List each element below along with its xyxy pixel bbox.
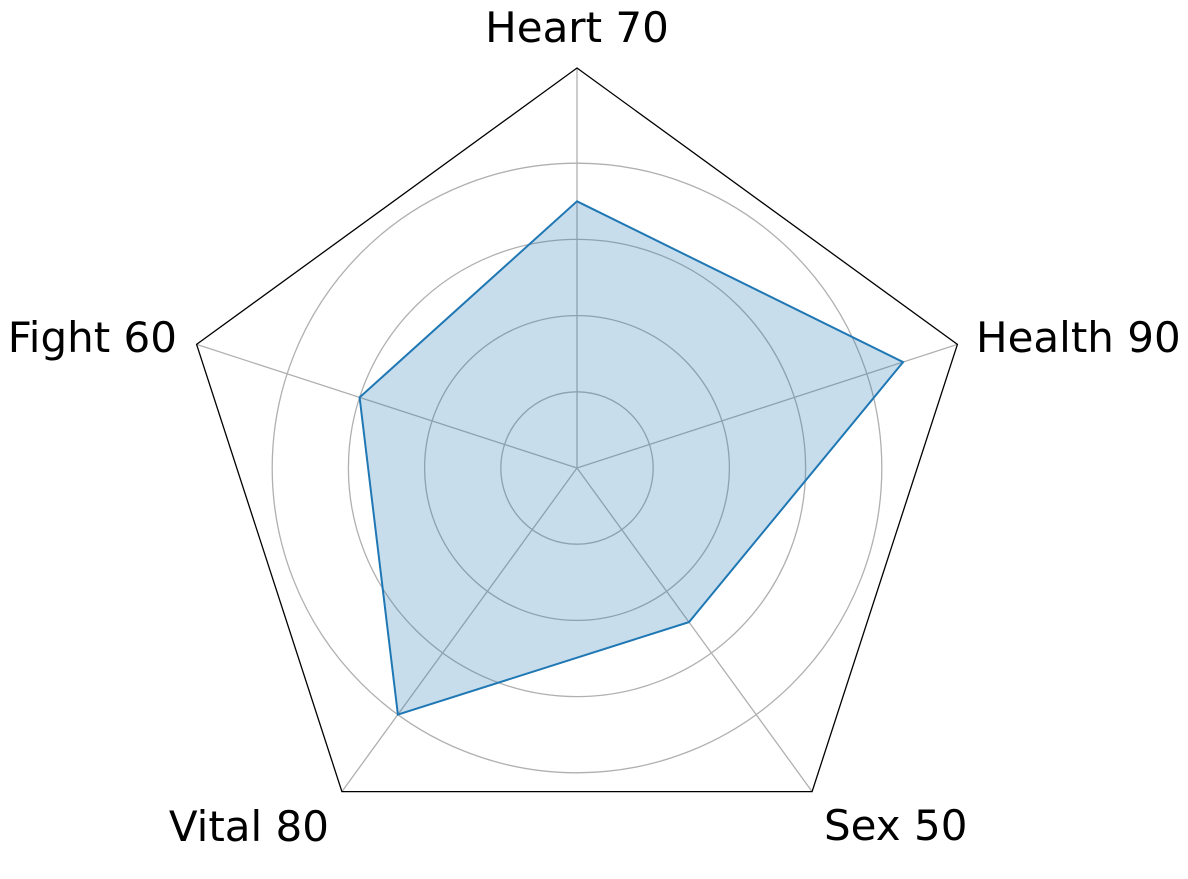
axis-label-vital: Vital 80: [169, 802, 329, 851]
data-series-line: [358, 200, 905, 716]
axis-label-heart: Heart 70: [485, 3, 669, 52]
spoke-vital: [341, 467, 578, 792]
axis-label-health: Health 90: [976, 313, 1181, 362]
spoke-health: [576, 343, 958, 469]
spoke-fight: [196, 343, 578, 469]
spokes: [196, 68, 958, 792]
radar-frame: [195, 67, 959, 793]
spoke-sex: [576, 467, 813, 792]
axis-label-sex: Sex 50: [824, 801, 967, 850]
axis-label-fight: Fight 60: [8, 313, 177, 362]
data-area: [359, 201, 904, 715]
